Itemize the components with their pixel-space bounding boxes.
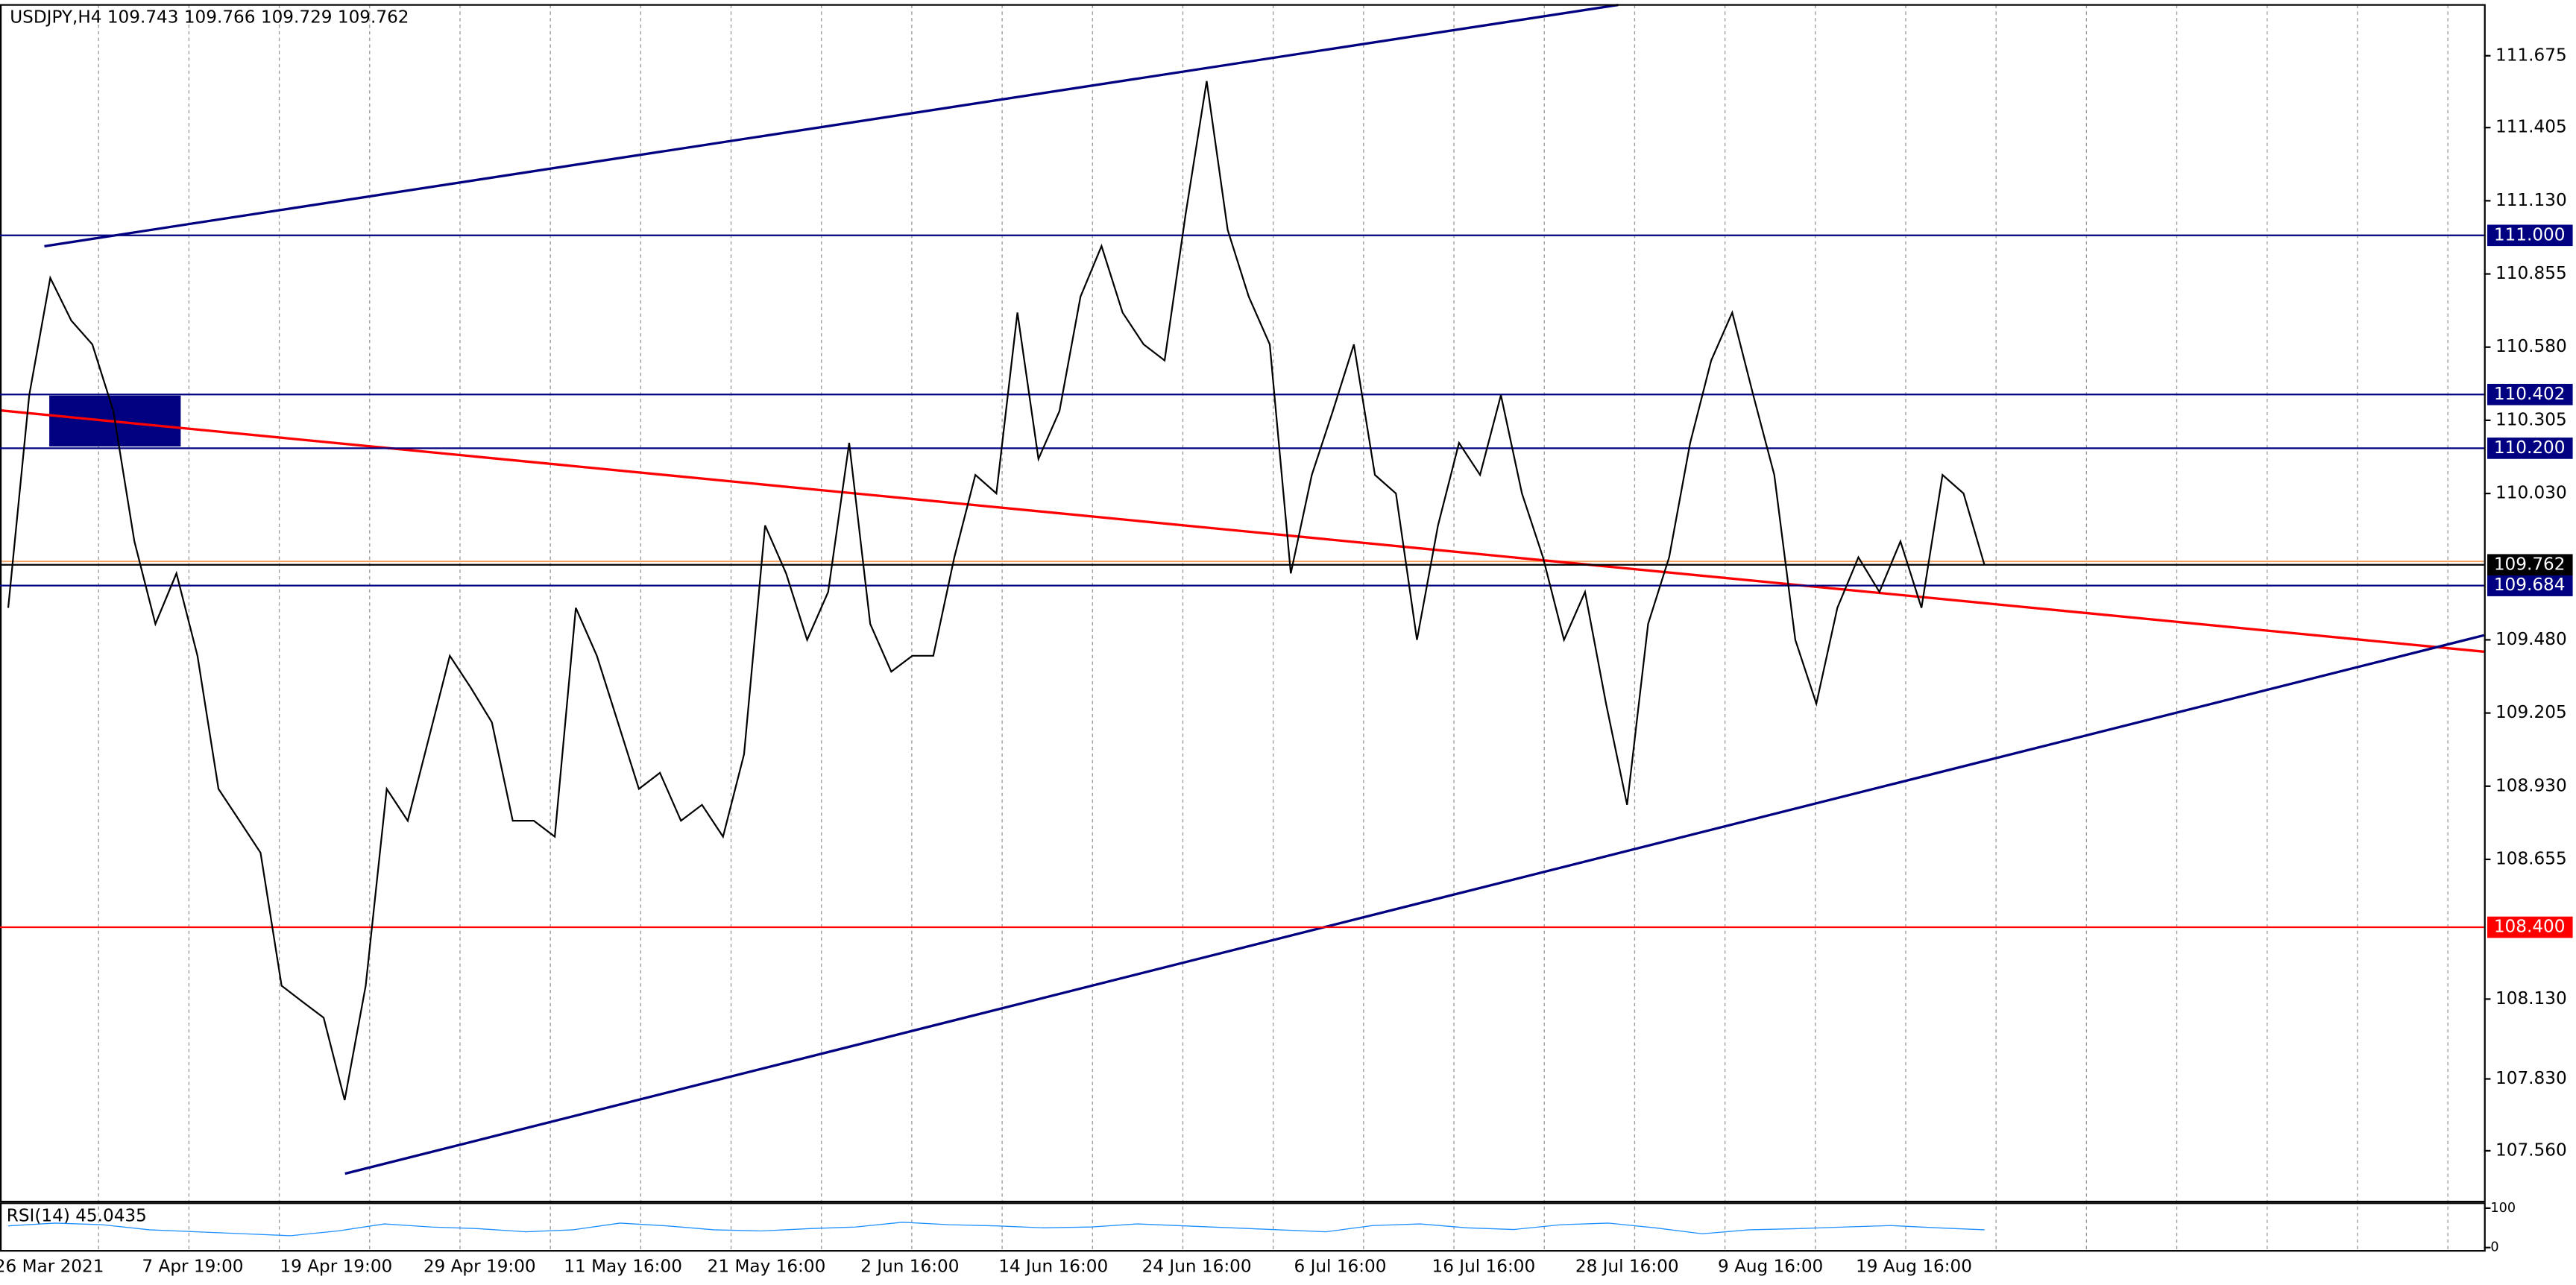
y-tick-label: 108.930: [2495, 776, 2567, 795]
y-tick-label: 110.305: [2495, 410, 2567, 429]
y-tick-label: 110.855: [2495, 264, 2567, 283]
x-tick-label: 29 Apr 19:00: [423, 1257, 536, 1277]
x-tick-label: 9 Aug 16:00: [1718, 1257, 1823, 1277]
trendline-lower: [344, 634, 2485, 1175]
level-label-box: [2487, 383, 2573, 405]
rsi-tick-label: 100: [2490, 1201, 2516, 1216]
level-label-box: [2487, 575, 2573, 596]
level-label: 110.200: [2494, 438, 2566, 458]
y-tick-label: 109.205: [2495, 703, 2567, 722]
level-label: 111.000: [2494, 225, 2566, 244]
x-tick-label: 6 Jul 16:00: [1294, 1257, 1387, 1277]
plot-frame: [0, 4, 2486, 1203]
vertical-grid: [98, 4, 2449, 1251]
rsi-line: [7, 1222, 1985, 1237]
x-tick-label: 24 Jun 16:00: [1142, 1257, 1252, 1277]
price-line: [7, 80, 1985, 1101]
y-tick-label: 107.830: [2495, 1069, 2567, 1088]
x-tick-label: 14 Jun 16:00: [998, 1257, 1108, 1277]
x-tick-label: 19 Apr 19:00: [280, 1257, 392, 1277]
y-tick-label: 111.130: [2495, 191, 2567, 210]
level-label: 110.402: [2494, 385, 2566, 404]
level-label-box: [2487, 554, 2573, 576]
y-tick-label: 108.130: [2495, 989, 2567, 1008]
rsi-title: RSI(14) 45.0435: [7, 1206, 147, 1225]
x-tick-label: 28 Jul 16:00: [1575, 1257, 1679, 1277]
y-tick-label: 110.030: [2495, 484, 2567, 503]
y-tick-label: 111.405: [2495, 118, 2567, 137]
y-tick-label: 108.655: [2495, 849, 2567, 868]
x-tick-label: 16 Jul 16:00: [1432, 1257, 1536, 1277]
level-label: 109.684: [2494, 575, 2566, 595]
x-tick-label: 2 Jun 16:00: [860, 1257, 959, 1277]
level-label: 108.400: [2494, 918, 2566, 937]
level-label: 109.762: [2494, 555, 2566, 574]
x-tick-label: 7 Apr 19:00: [142, 1257, 243, 1277]
x-tick-label: 19 Aug 16:00: [1856, 1257, 1972, 1277]
y-tick-label: 109.480: [2495, 630, 2567, 649]
rsi-tick-label: 0: [2490, 1240, 2498, 1255]
x-tick-label: 11 May 16:00: [564, 1257, 682, 1277]
rsi-frame: [0, 1202, 2486, 1252]
level-label-box: [2487, 916, 2573, 938]
trendline-upper: [44, 3, 1619, 247]
x-tick-label: 26 Mar 2021: [0, 1257, 104, 1277]
y-tick-label: 110.580: [2495, 337, 2567, 356]
y-tick-label: 107.560: [2495, 1140, 2567, 1160]
chart-title: USDJPY,H4 109.743 109.766 109.729 109.76…: [10, 8, 409, 28]
x-tick-label: 21 May 16:00: [708, 1257, 826, 1277]
level-label-box: [2487, 224, 2573, 247]
y-tick-label: 111.675: [2495, 45, 2567, 65]
trendline-red: [0, 408, 2484, 653]
level-label-box: [2487, 438, 2573, 459]
